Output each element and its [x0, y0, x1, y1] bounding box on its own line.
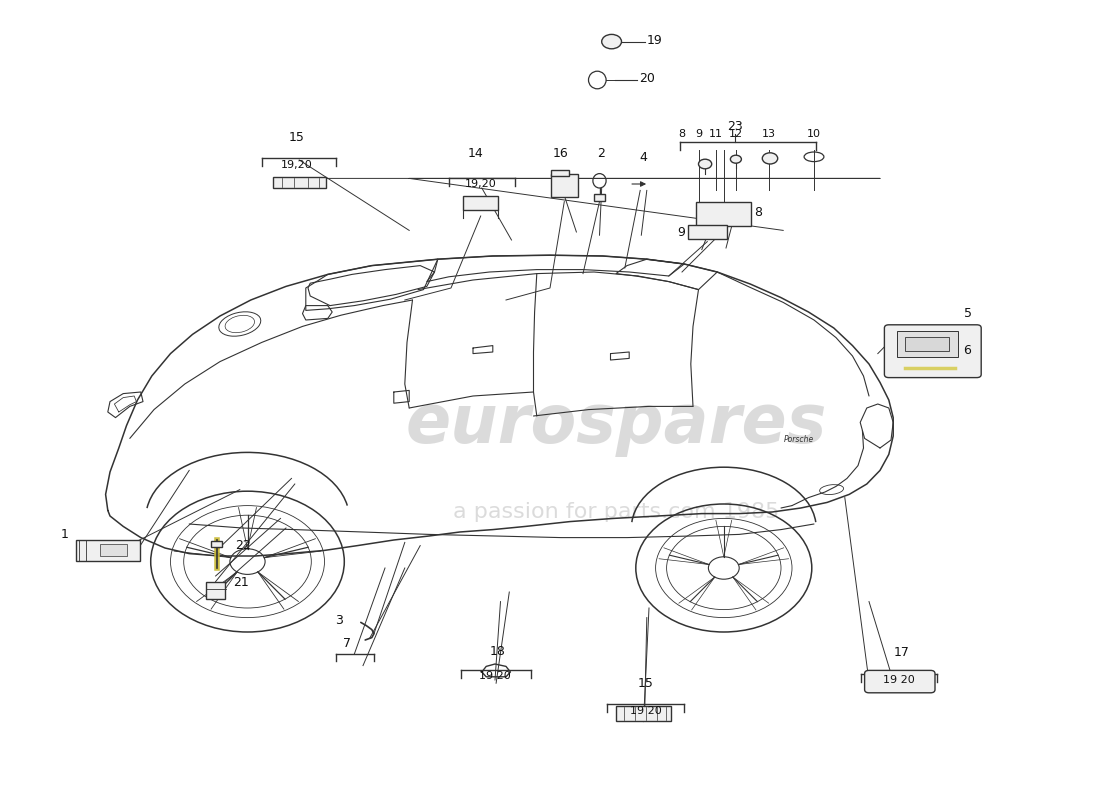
Text: 17: 17 — [894, 646, 910, 659]
Text: 13: 13 — [762, 130, 776, 139]
Text: 8: 8 — [679, 130, 685, 139]
Bar — [696, 202, 751, 226]
Text: 3: 3 — [336, 614, 343, 626]
FancyBboxPatch shape — [884, 325, 981, 378]
Circle shape — [730, 155, 741, 163]
Text: 20: 20 — [639, 72, 654, 85]
Text: 18: 18 — [490, 645, 505, 658]
Bar — [273, 177, 326, 188]
Text: 19,20: 19,20 — [465, 179, 496, 189]
Text: 7: 7 — [342, 637, 351, 650]
Text: 16: 16 — [553, 147, 569, 160]
Bar — [211, 541, 222, 547]
Text: 11: 11 — [710, 130, 723, 139]
Circle shape — [602, 34, 621, 49]
Text: 19 20: 19 20 — [480, 671, 510, 681]
Text: 1: 1 — [60, 528, 68, 541]
Text: 10: 10 — [807, 130, 821, 139]
Bar — [206, 582, 225, 599]
Bar — [100, 544, 128, 557]
Text: 4: 4 — [639, 151, 648, 164]
Text: 12: 12 — [729, 130, 743, 139]
Bar — [76, 540, 140, 561]
Bar — [689, 225, 727, 239]
Bar — [898, 331, 957, 357]
Text: 15: 15 — [289, 131, 305, 144]
Bar — [616, 706, 671, 721]
Bar — [551, 170, 569, 176]
Text: 6: 6 — [964, 344, 971, 357]
Text: Porsche: Porsche — [783, 435, 814, 445]
Text: 22: 22 — [235, 539, 251, 552]
Circle shape — [698, 159, 712, 169]
Text: 14: 14 — [468, 147, 483, 160]
Text: eurospares: eurospares — [405, 391, 827, 457]
Bar — [463, 196, 498, 210]
Text: 8: 8 — [755, 206, 762, 219]
Circle shape — [762, 153, 778, 164]
Text: 5: 5 — [964, 307, 971, 320]
Text: 19: 19 — [647, 34, 662, 46]
Text: 19 20: 19 20 — [630, 706, 661, 715]
Text: 2: 2 — [596, 147, 605, 160]
Bar — [551, 174, 578, 197]
Text: 19,20: 19,20 — [282, 160, 312, 170]
Text: 23: 23 — [727, 120, 742, 133]
Bar — [905, 337, 949, 351]
Text: a passion for parts.com 1985: a passion for parts.com 1985 — [453, 502, 779, 522]
Text: 15: 15 — [638, 677, 653, 690]
Text: 19 20: 19 20 — [883, 675, 914, 685]
Text: 21: 21 — [233, 576, 249, 589]
FancyBboxPatch shape — [865, 670, 935, 693]
Text: 9: 9 — [678, 226, 685, 238]
Bar — [594, 194, 605, 201]
Text: 9: 9 — [695, 130, 702, 139]
